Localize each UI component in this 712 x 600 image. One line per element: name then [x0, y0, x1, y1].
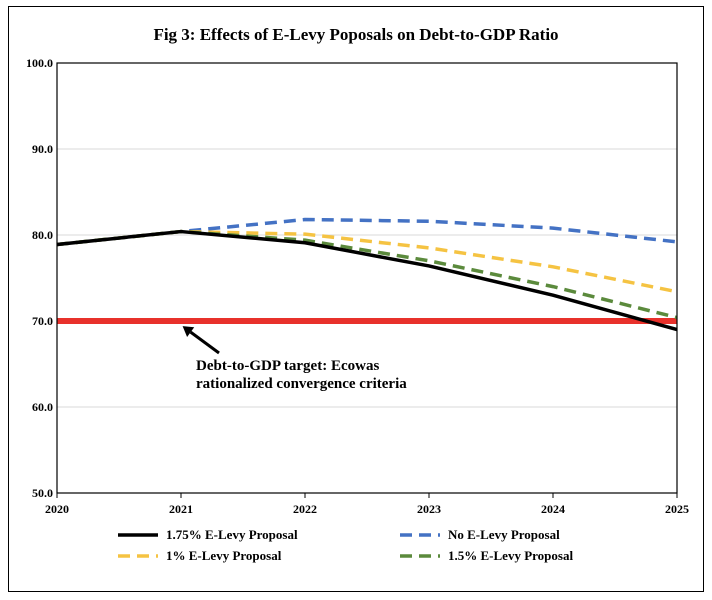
x-tick-label: 2023 — [417, 502, 441, 516]
x-axis-ticks: 2020 2021 2022 2023 2024 2025 — [45, 493, 689, 516]
legend-label-0: 1.75% E-Levy Proposal — [166, 527, 298, 542]
x-tick-label: 2025 — [665, 502, 689, 516]
legend: 1.75% E-Levy Proposal No E-Levy Proposal 1… — [118, 527, 573, 563]
annotation: Debt-to-GDP target: Ecowas rationalized … — [182, 326, 407, 392]
y-tick-label: 50.0 — [32, 486, 53, 500]
series-lines — [56, 217, 678, 332]
annotation-text-line1: Debt-to-GDP target: Ecowas — [196, 358, 379, 374]
x-tick-label: 2024 — [541, 502, 565, 516]
chart-frame — [8, 6, 704, 592]
y-tick-label: 70.0 — [32, 314, 53, 328]
annotation-arrowhead — [182, 326, 195, 337]
x-tick-label: 2020 — [45, 502, 69, 516]
y-tick-label: 100.0 — [26, 56, 53, 70]
y-axis-ticks: 50.0 60.0 70.0 80.0 90.0 100.0 — [26, 56, 53, 500]
x-tick-label: 2022 — [293, 502, 317, 516]
axes — [56, 62, 678, 494]
y-tick-label: 80.0 — [32, 228, 53, 242]
y-tick-label: 90.0 — [32, 142, 53, 156]
legend-label-2: 1% E-Levy Proposal — [166, 548, 282, 563]
legend-label-1: No E-Levy Proposal — [448, 527, 560, 542]
chart-title: Fig 3: Effects of E-Levy Poposals on Deb… — [153, 25, 558, 44]
plot-border — [56, 62, 678, 494]
legend-label-3: 1.5% E-Levy Proposal — [448, 548, 573, 563]
y-tick-label: 60.0 — [32, 400, 53, 414]
annotation-arrow — [189, 330, 220, 355]
series-line-2 — [56, 229, 678, 294]
series-line-0 — [56, 229, 678, 332]
x-tick-label: 2021 — [169, 502, 193, 516]
annotation-text-line2: rationalized convergence criteria — [196, 376, 407, 392]
